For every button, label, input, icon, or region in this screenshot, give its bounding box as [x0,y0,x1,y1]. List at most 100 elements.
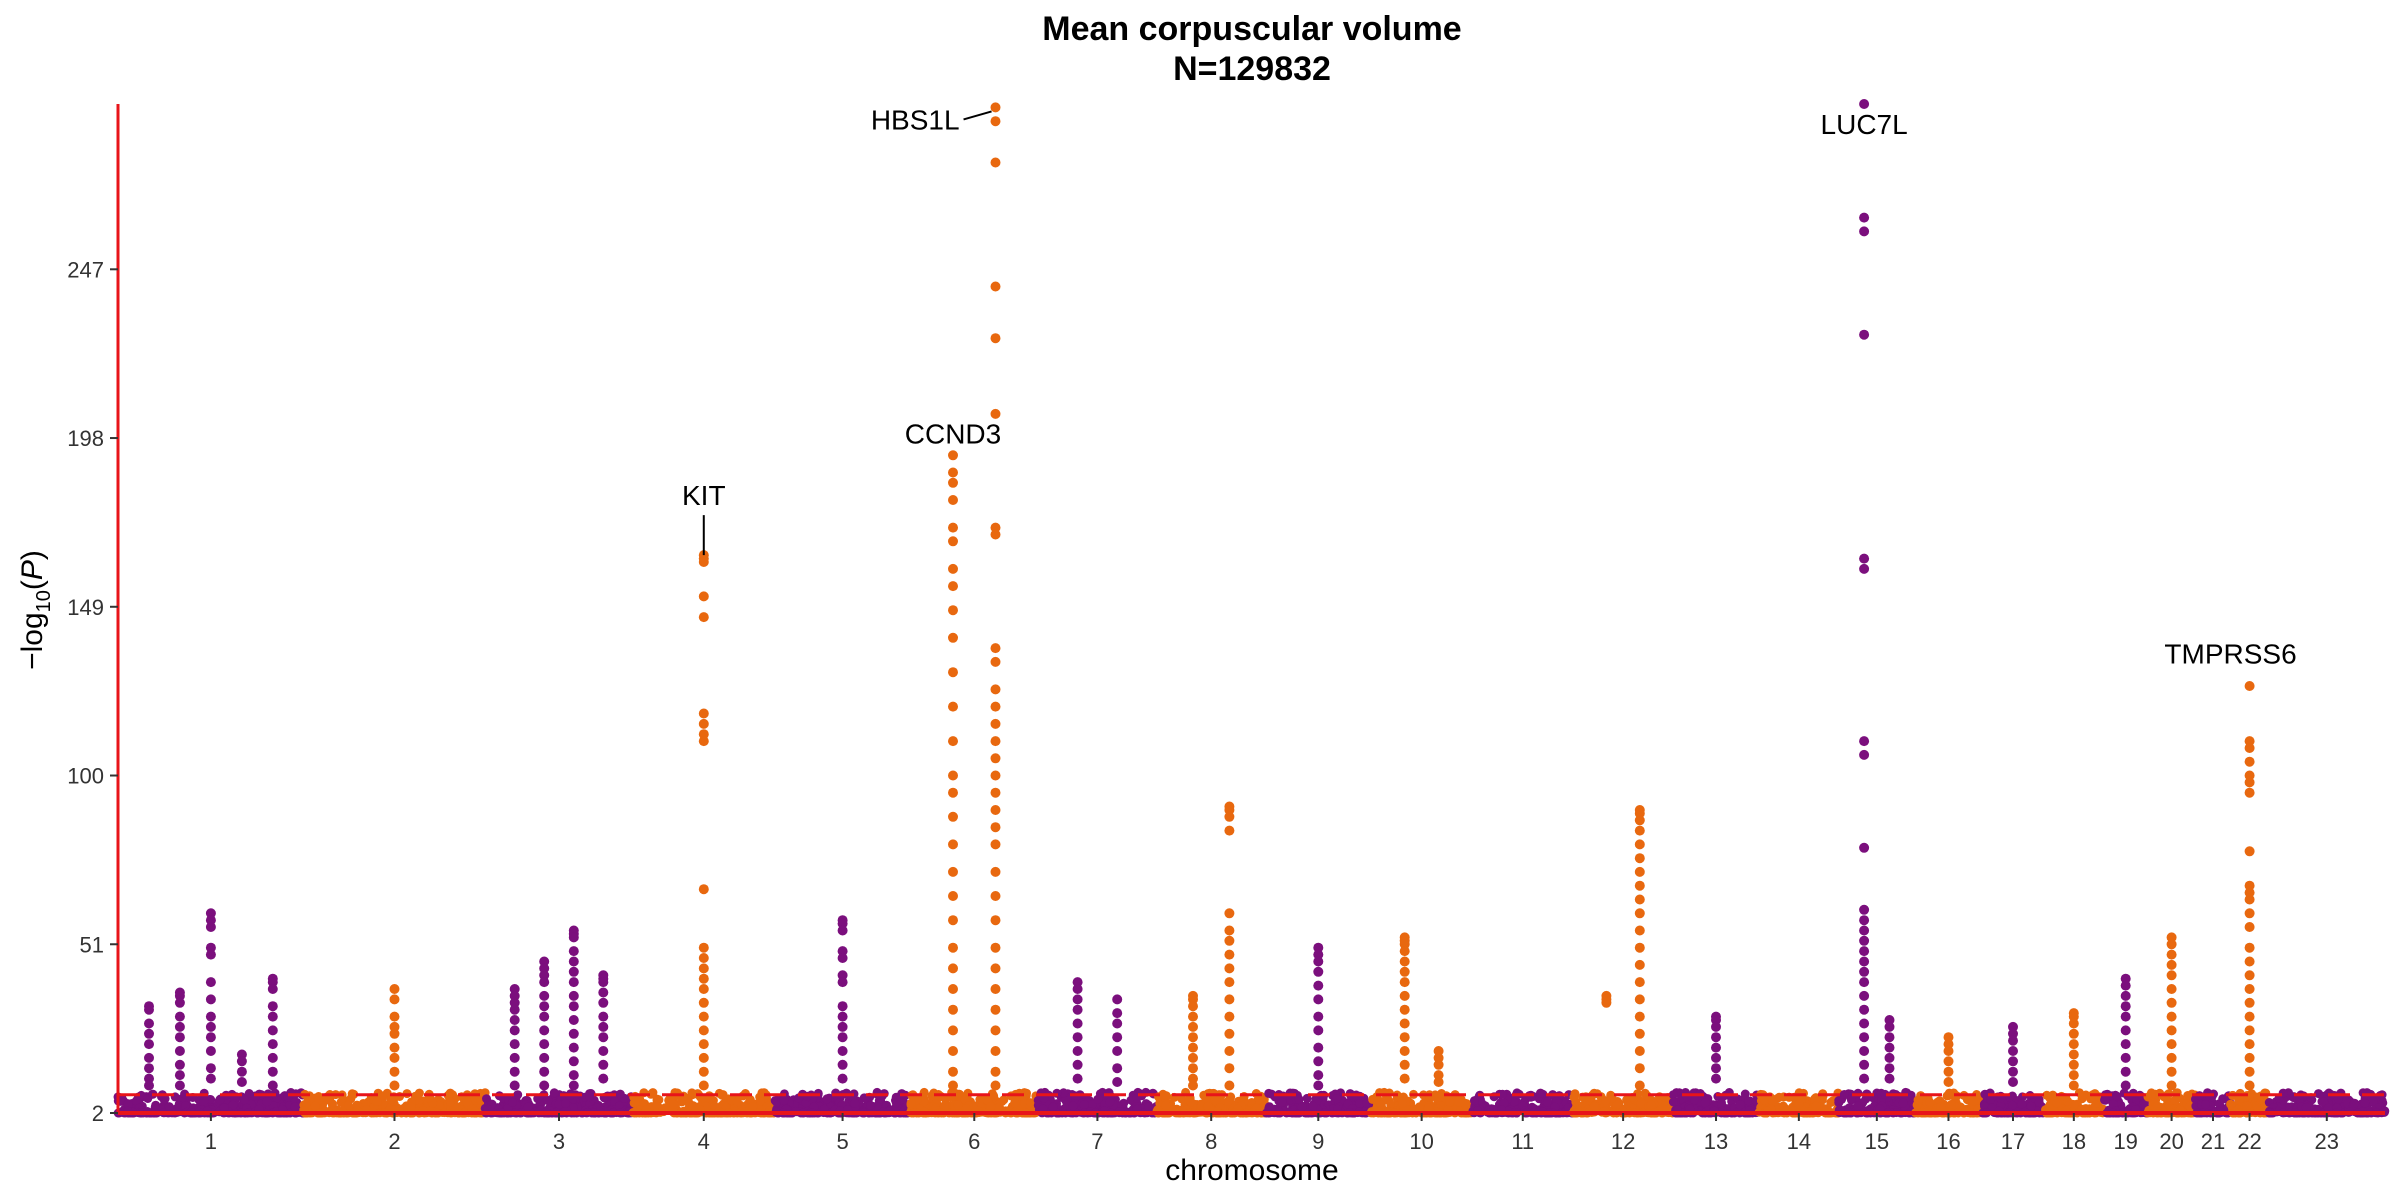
data-point [267,1052,278,1063]
data-point [174,1059,185,1070]
baseline-point [906,1098,916,1108]
data-point [1711,1042,1721,1053]
data-point [2166,984,2177,994]
data-point [948,581,958,592]
data-point [948,477,958,488]
data-point [1884,1073,1895,1084]
data-point [144,1039,154,1050]
data-point [1634,925,1645,936]
data-point [1884,1032,1895,1043]
data-point [509,997,520,1008]
data-point [990,1080,1001,1091]
data-point [568,990,579,1001]
data-point [2244,908,2255,919]
data-point [1711,1032,1721,1043]
data-point [205,908,216,919]
data-point [948,839,958,850]
baseline-point [1968,1096,1978,1106]
baseline-point [262,1097,272,1107]
data-point [990,333,1001,344]
data-point [2120,1001,2131,1012]
data-point [1859,563,1870,574]
data-point [1634,815,1645,826]
data-point [1072,1004,1083,1015]
data-point [1433,1052,1444,1063]
baseline-point [1913,1095,1923,1105]
data-point [568,1056,579,1067]
data-point [389,1066,400,1077]
baseline-point [1186,1097,1196,1107]
data-point [539,1052,550,1063]
baseline-point [1700,1098,1710,1108]
data-point [1884,1063,1895,1074]
data-point [990,963,1001,974]
baseline-point [1105,1097,1115,1107]
baseline-point [561,1098,570,1108]
data-point [2244,756,2255,767]
data-point [837,1021,848,1032]
data-point [568,1028,579,1039]
data-point [1399,1032,1410,1043]
data-point [837,977,848,988]
data-point [1943,1066,1954,1077]
baseline-point [688,1101,698,1111]
data-point [598,1021,609,1032]
data-point [2008,1066,2018,1077]
data-point [1859,990,1870,1001]
data-point [509,1080,520,1091]
data-point [2008,1035,2018,1046]
data-point [2244,922,2255,932]
data-point [990,643,1001,654]
data-point [2244,1025,2255,1036]
data-point [1943,1046,1954,1056]
data-point [2120,1052,2131,1063]
data-point [1188,1001,1198,1012]
data-point [539,1066,550,1077]
data-point [2244,1039,2255,1050]
data-point [990,1004,1001,1015]
baseline-point [987,1089,997,1099]
data-point [1634,808,1645,819]
data-point [2166,970,2177,981]
data-point [174,1032,185,1043]
baseline-point [700,1095,710,1104]
baseline-point [1589,1102,1599,1111]
baseline-point [533,1094,543,1104]
data-point [509,984,520,994]
data-point [509,990,520,1001]
data-point [1634,839,1645,850]
data-point [2166,1039,2177,1050]
data-point [990,701,1001,712]
data-point [389,1021,400,1032]
data-point [837,1001,848,1012]
data-point [698,997,709,1008]
data-point [389,1042,400,1053]
baseline-point [1794,1099,1804,1109]
data-point [389,1052,400,1063]
data-point [1859,1046,1870,1056]
data-point [2166,949,2177,960]
data-point [2166,959,2177,970]
data-point [598,1073,609,1084]
baseline-point [939,1101,949,1111]
data-point [509,1066,520,1077]
data-point [2120,1066,2131,1077]
data-point [2244,942,2255,953]
data-point [1399,946,1410,957]
data-point [990,770,1001,781]
data-point [539,990,550,1001]
data-point [1433,1046,1444,1056]
data-point [990,529,1001,540]
data-point [1399,1018,1410,1029]
chart-title: Mean corpuscular volume [1042,10,1461,48]
data-point [144,1028,154,1039]
data-point [2008,1056,2018,1067]
data-point [990,839,1001,850]
data-point [205,994,216,1005]
data-point [1313,1011,1324,1022]
data-point [267,1011,278,1022]
baseline-point [1398,1099,1408,1108]
baseline-point [414,1088,424,1098]
data-point [1112,994,1123,1005]
